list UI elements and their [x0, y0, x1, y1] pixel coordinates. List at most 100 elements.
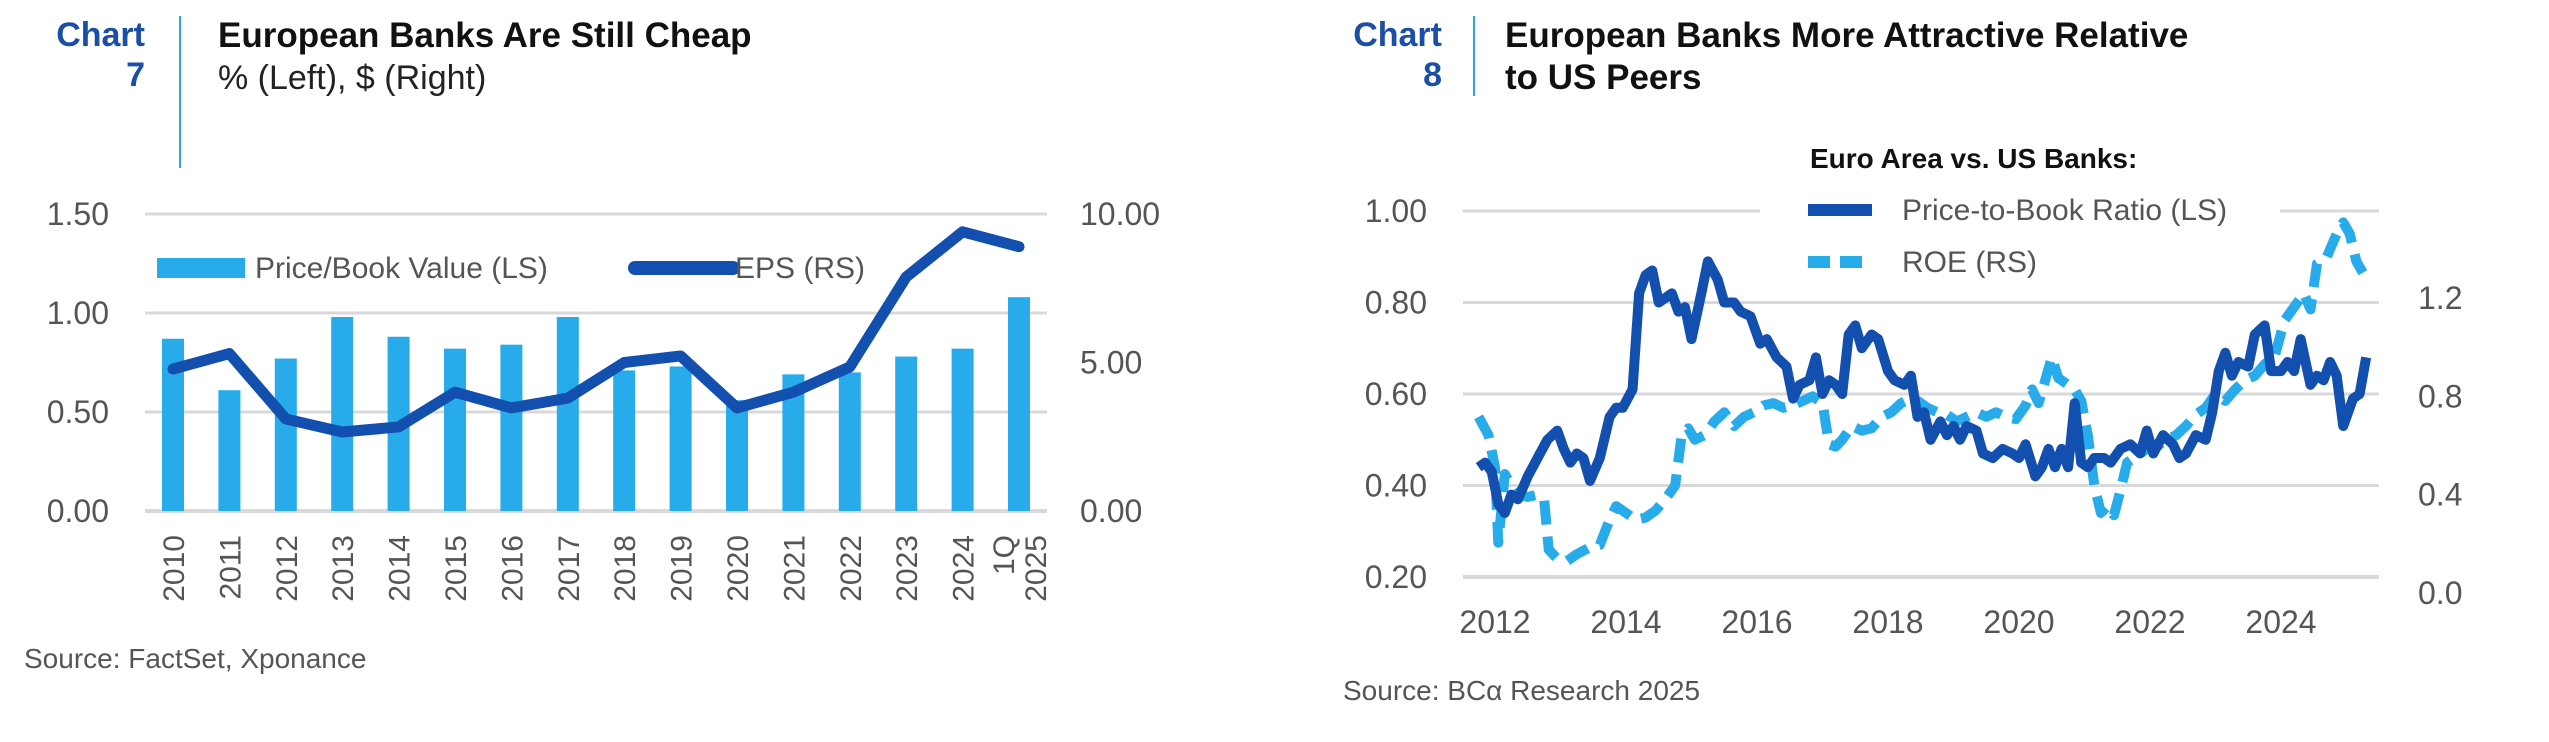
- chart8-legend-title: Euro Area vs. US Banks:: [1810, 143, 2137, 174]
- chart8-plot: 0.20 0.40 0.60 0.80 1.00 0.0 0.4 0.8 1.2 2012 20…: [1365, 143, 2463, 640]
- x-tick-label: 2020: [722, 535, 755, 602]
- point-eps: [284, 417, 287, 420]
- x-tick-label: 2021: [778, 535, 811, 602]
- bar-price-book: [1008, 297, 1030, 511]
- x-tick-label: 2017: [553, 535, 586, 602]
- x-tick-label: 2020: [1983, 604, 2054, 640]
- left-tick-label: 0.20: [1365, 559, 1427, 595]
- bar-price-book: [331, 316, 354, 511]
- point-eps: [397, 425, 400, 428]
- point-eps: [961, 230, 964, 233]
- x-tick-label: 2018: [1852, 604, 1923, 640]
- chart7-x-axis: 2010 2011 2012 2013 2014 2015 2016 2017 2018 2019…: [158, 535, 1053, 602]
- chart7-title: European Banks Are Still Cheap: [218, 16, 752, 55]
- point-eps: [510, 406, 513, 409]
- x-tick-label: 2023: [891, 535, 924, 602]
- line-price-to-book: [1475, 256, 2372, 518]
- x-tick-label: 2022: [2114, 604, 2185, 640]
- x-tick-label: 1Q: [988, 535, 1021, 575]
- right-tick-label: 0.4: [2418, 477, 2462, 513]
- chart8-label-block: Chart 8: [1330, 15, 1442, 95]
- chart8-gridlines: [1463, 209, 2379, 579]
- bar-price-book: [895, 356, 918, 511]
- chart8-x-axis: 2012 2014 2016 2018 2020 2022 2024: [1459, 604, 2316, 640]
- x-tick-label: 2015: [440, 535, 473, 602]
- line-eps: [167, 226, 1025, 438]
- chart7-legend: Price/Book Value (LS) EPS (RS): [157, 252, 865, 285]
- left-tick-label: 1.00: [1365, 193, 1427, 229]
- x-tick-label: 2012: [1459, 604, 1530, 640]
- legend-label-price-book: Price/Book Value (LS): [255, 252, 548, 285]
- left-tick-label: 0.00: [47, 493, 109, 529]
- legend-swatch-price-book: [157, 258, 245, 278]
- chart7-label: Chart: [56, 16, 145, 54]
- x-tick-label: 2013: [327, 535, 360, 602]
- point-eps: [792, 391, 795, 394]
- right-tick-label: 5.00: [1080, 345, 1142, 381]
- bar-price-book: [726, 400, 748, 511]
- point-eps: [566, 397, 569, 400]
- chart8-series: [1474, 217, 2372, 566]
- x-tick-label: 2016: [496, 535, 529, 602]
- chart7-left-axis: 0.00 0.50 1.00 1.50: [47, 196, 109, 529]
- legend-label-price-to-book: Price-to-Book Ratio (LS): [1902, 194, 2227, 227]
- point-eps: [623, 361, 626, 364]
- x-tick-label: 2022: [835, 535, 868, 602]
- chart7-subtitle: % (Left), $ (Right): [218, 59, 487, 97]
- chart7-eps-line: [167, 226, 1025, 438]
- point-eps: [454, 391, 456, 394]
- left-tick-label: 0.60: [1365, 376, 1427, 412]
- chart8-title-line1: European Banks More Attractive Relative: [1505, 16, 2189, 55]
- legend-label-roe: ROE (RS): [1902, 246, 2037, 279]
- x-tick-label: 2019: [666, 535, 699, 602]
- bar-price-book: [556, 316, 579, 511]
- x-tick-label: 2025: [1020, 535, 1053, 602]
- bar-price-book: [613, 370, 636, 511]
- point-eps: [848, 365, 851, 368]
- right-tick-label: 0.8: [2418, 378, 2462, 414]
- right-tick-label: 0.0: [2418, 575, 2462, 611]
- x-tick-label: 2024: [2245, 604, 2316, 640]
- left-tick-label: 0.40: [1365, 468, 1427, 504]
- chart8-divider: [1473, 16, 1475, 96]
- left-tick-label: 0.80: [1365, 285, 1427, 321]
- x-tick-label: 2011: [214, 535, 247, 600]
- line-roe: [1474, 217, 2368, 566]
- bar-price-book: [951, 348, 974, 511]
- legend-label-eps: EPS (RS): [735, 252, 865, 285]
- chart7-bars: [162, 297, 1030, 511]
- left-tick-label: 0.50: [47, 394, 109, 430]
- bar-price-book: [500, 344, 523, 511]
- bar-price-book: [274, 358, 297, 511]
- chart8-source: Source: BCα Research 2025: [1343, 675, 1701, 706]
- point-eps: [679, 354, 682, 357]
- x-tick-label: 2018: [609, 535, 642, 602]
- x-tick-label: 2012: [271, 535, 304, 602]
- bar-price-book: [444, 348, 466, 511]
- point-eps: [172, 368, 174, 371]
- left-tick-label: 1.00: [47, 295, 109, 331]
- right-tick-label: 10.00: [1080, 196, 1160, 232]
- x-tick-label: 2010: [158, 535, 191, 602]
- point-eps: [736, 406, 738, 409]
- right-tick-label: 0.00: [1080, 493, 1142, 529]
- chart7-source: Source: FactSet, Xponance: [24, 643, 367, 674]
- chart8-legend: Euro Area vs. US Banks: Price-to-Book Ra…: [1808, 143, 2227, 279]
- bar-price-book: [782, 374, 805, 511]
- point-eps: [1018, 245, 1020, 248]
- chart7-divider: [179, 16, 181, 168]
- point-eps: [905, 275, 908, 278]
- chart7-number: 7: [126, 56, 145, 94]
- bar-price-book: [218, 390, 241, 511]
- right-tick-label: 1.2: [2418, 280, 2462, 316]
- x-tick-label: 2024: [948, 535, 981, 602]
- x-tick-label: 2014: [384, 535, 417, 602]
- point-eps: [228, 352, 231, 355]
- chart8-left-axis: 0.20 0.40 0.60 0.80 1.00: [1365, 193, 1427, 595]
- chart7-right-axis: 0.00 5.00 10.00: [1080, 196, 1160, 529]
- chart7-label-block: Chart 7: [20, 15, 145, 95]
- chart8-label: Chart: [1353, 16, 1442, 54]
- chart8-right-axis: 0.0 0.4 0.8 1.2: [2418, 280, 2462, 611]
- bar-price-book: [838, 372, 861, 511]
